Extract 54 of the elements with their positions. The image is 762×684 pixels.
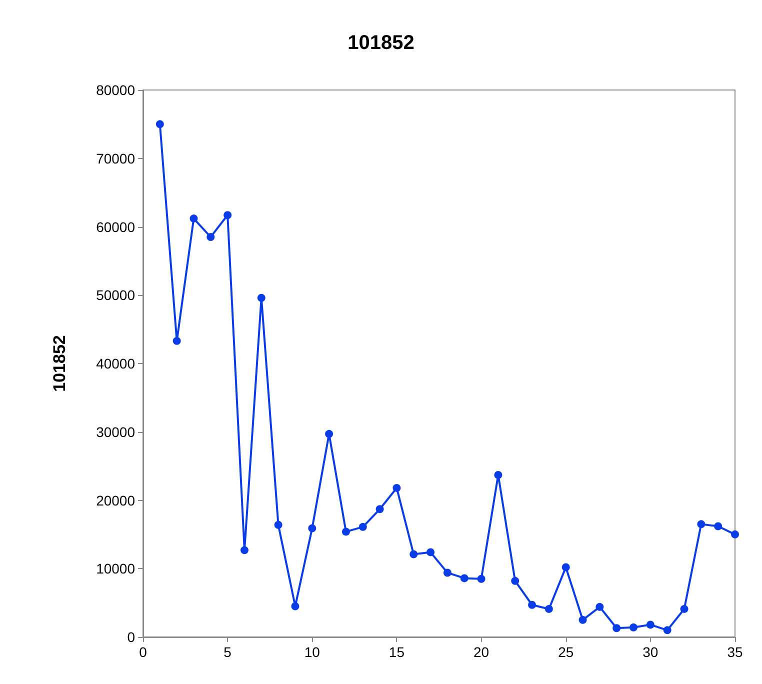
point	[630, 623, 638, 632]
point	[663, 626, 672, 634]
point	[291, 602, 300, 610]
y-tick-label: 80000	[96, 82, 136, 98]
y-tick-label: 40000	[96, 356, 136, 372]
point	[646, 620, 654, 629]
y-tick-label: 30000	[96, 424, 136, 440]
y-tick-label: 10000	[96, 560, 136, 577]
point	[358, 522, 367, 531]
point	[224, 211, 232, 220]
y-tick-label: 60000	[96, 218, 136, 235]
x-tick-label: 10	[304, 644, 320, 660]
point	[460, 574, 468, 582]
point	[190, 214, 198, 223]
point	[714, 522, 722, 530]
point	[511, 576, 520, 585]
point	[240, 546, 248, 554]
point	[392, 484, 401, 492]
y-tick-label: 70000	[96, 150, 136, 166]
x-tick-label: 5	[224, 644, 232, 660]
point	[308, 524, 316, 532]
x-tick-label: 25	[558, 644, 574, 660]
point	[172, 336, 181, 345]
point	[680, 604, 688, 613]
y-axis-title: 101852	[50, 335, 69, 392]
point	[578, 616, 587, 624]
point	[731, 530, 739, 538]
point	[206, 233, 215, 242]
point	[426, 548, 435, 556]
point	[596, 602, 604, 611]
point	[612, 624, 621, 632]
x-tick-label: 30	[642, 644, 658, 660]
point	[156, 120, 164, 128]
y-tick-label: 20000	[96, 492, 136, 508]
point	[477, 574, 486, 583]
point	[697, 520, 706, 528]
point	[342, 528, 350, 536]
chart-title: 101852	[348, 32, 414, 54]
x-tick-label: 0	[139, 644, 148, 660]
point	[410, 550, 418, 558]
x-tick-label: 15	[388, 644, 405, 660]
x-tick-label: 35	[727, 644, 743, 660]
point	[274, 520, 282, 529]
point	[494, 470, 502, 479]
point	[528, 600, 536, 609]
y-tick-label: 0	[127, 629, 136, 645]
y-tick-label: 50000	[96, 287, 136, 304]
point	[562, 563, 570, 572]
x-tick-label: 20	[473, 644, 490, 660]
point	[325, 430, 334, 438]
point	[257, 294, 266, 302]
point	[443, 568, 452, 577]
point	[544, 604, 553, 613]
point	[376, 505, 384, 514]
